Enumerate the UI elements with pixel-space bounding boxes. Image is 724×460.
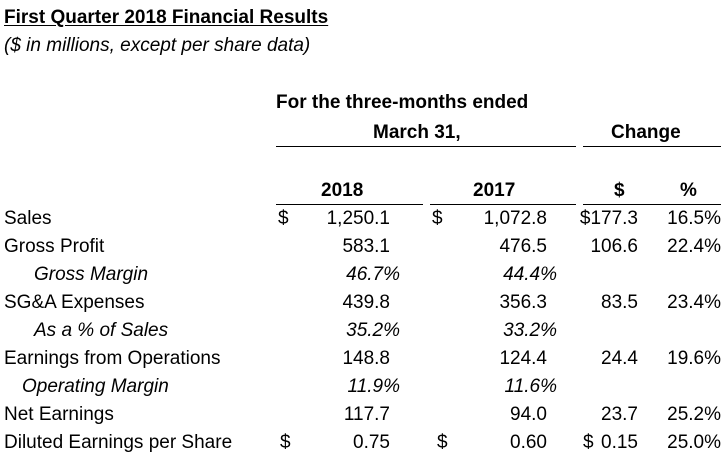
column-header-2017: 2017 [473,180,516,201]
column-header-change-percent: % [680,180,697,201]
report-subtitle: ($ in millions, except per share data) [4,35,311,56]
column-rule-2017 [430,204,576,205]
row-label: Net Earnings [4,404,114,425]
row-label: Gross Margin [34,264,149,285]
period-header-line1: For the three-months ended [276,92,529,113]
change-percent: 16.5% [667,208,721,229]
value-2017: 44.4% [503,264,557,285]
change-value: $177.3 [579,208,638,229]
change-percent: 19.6% [667,348,721,369]
value-2017: 1,072.8 [483,208,547,229]
value-2017: 33.2% [503,320,557,341]
value-2017: 94.0 [510,404,547,425]
currency-2017: $ [437,432,448,453]
column-rule-change [583,204,721,205]
currency-2018: $ [278,208,289,229]
row-label: SG&A Expenses [4,292,145,313]
row-label: Gross Profit [4,236,105,257]
report-title: First Quarter 2018 Financial Results [4,7,329,28]
change-value: 24.4 [601,348,638,369]
value-2017: 0.60 [510,432,547,453]
currency-change: $ [583,432,594,453]
value-2017: 356.3 [499,292,547,313]
value-2018: 439.8 [342,292,390,313]
value-2017: 11.6% [504,376,557,397]
value-2018: 1,250.1 [326,208,390,229]
table-row: Operating Margin 11.9% 11.6% [0,373,724,401]
value-2018: 148.8 [342,348,390,369]
value-2017: 124.4 [499,348,547,369]
change-value: 0.15 [601,432,638,453]
change-value: 23.7 [601,404,638,425]
currency-2018: $ [280,432,291,453]
value-2018: 46.7% [346,264,400,285]
row-label: Operating Margin [22,376,169,397]
table-row: Gross Margin 46.7% 44.4% [0,261,724,289]
table-row: Diluted Earnings per Share $ 0.75 $ 0.60… [0,429,724,457]
change-header-rule [583,146,721,147]
value-2017: 476.5 [499,236,547,257]
table-row: Earnings from Operations 148.8 124.4 24.… [0,345,724,373]
change-percent: 23.4% [667,292,721,313]
table-row: Gross Profit 583.1 476.5 106.6 22.4% [0,233,724,261]
change-value: 83.5 [601,292,638,313]
value-2018: 0.75 [353,432,390,453]
row-label: Sales [4,208,52,229]
table-row: Sales $ 1,250.1 $ 1,072.8 $177.3 16.5% [0,205,724,233]
change-percent: 25.0% [667,432,721,453]
column-header-change-dollar: $ [614,180,625,201]
table-row: As a % of Sales 35.2% 33.2% [0,317,724,345]
change-percent: 25.2% [667,404,721,425]
value-2018: 35.2% [346,320,400,341]
row-label: As a % of Sales [34,320,169,341]
table-row: SG&A Expenses 439.8 356.3 83.5 23.4% [0,289,724,317]
column-header-2018: 2018 [321,180,364,201]
row-label: Diluted Earnings per Share [4,432,233,453]
period-header-rule [276,146,576,147]
change-header: Change [611,122,681,143]
column-rule-2018 [276,204,423,205]
table-row: Net Earnings 117.7 94.0 23.7 25.2% [0,401,724,429]
change-value: 106.6 [590,236,638,257]
currency-2017: $ [432,208,443,229]
row-label: Earnings from Operations [4,348,221,369]
value-2018: 117.7 [343,404,390,425]
period-header-line2: March 31, [373,122,461,143]
value-2018: 583.1 [342,236,390,257]
change-percent: 22.4% [667,236,721,257]
value-2018: 11.9% [347,376,400,397]
